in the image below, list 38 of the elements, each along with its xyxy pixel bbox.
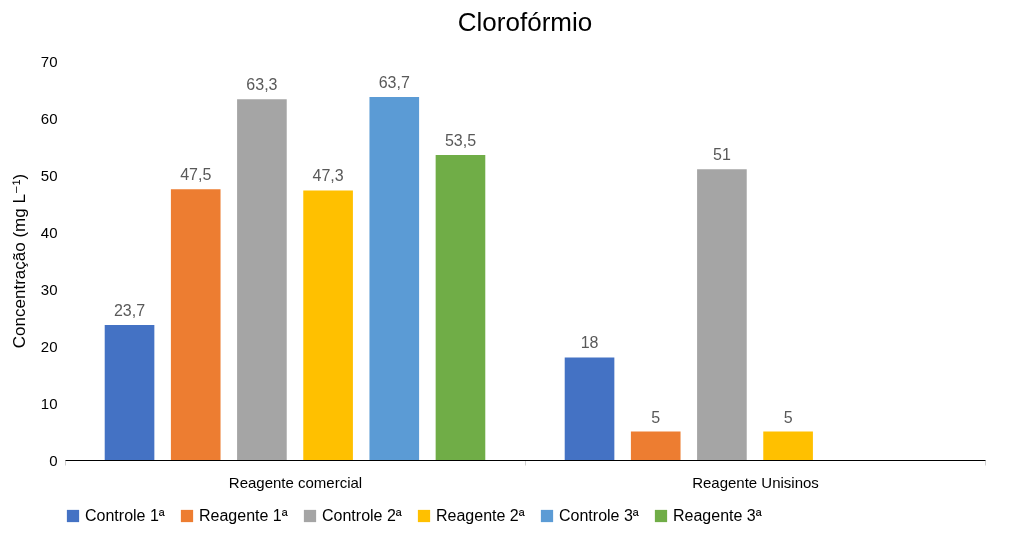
bar: [630, 431, 681, 460]
data-label: 63,7: [378, 73, 410, 91]
y-tick-label: 60: [40, 109, 58, 127]
data-label: 63,3: [246, 76, 278, 94]
data-label: 51: [713, 146, 731, 164]
data-label: 5: [783, 408, 793, 426]
data-label: 23,7: [113, 301, 146, 319]
legend-label: Reagente 2ª: [436, 507, 525, 524]
y-axis-title: Concentração (mg L⁻¹): [9, 173, 29, 349]
chart-title: Clorofórmio: [457, 7, 593, 37]
bar: [763, 431, 813, 460]
bar: [237, 99, 287, 460]
data-label: 47,3: [312, 167, 344, 185]
y-tick-label: 30: [40, 280, 58, 298]
legend-label: Controle 3ª: [559, 507, 639, 524]
data-label: 47,5: [180, 166, 212, 184]
bar: [564, 357, 615, 460]
y-tick-label: 10: [40, 394, 58, 412]
x-tick-label: Reagente comercial: [228, 473, 363, 491]
y-tick-label: 70: [40, 52, 58, 70]
data-label: 5: [651, 408, 661, 426]
legend-label: Reagente 1ª: [199, 507, 288, 524]
bar: [435, 155, 486, 460]
bar: [104, 324, 155, 460]
data-label: 18: [580, 334, 599, 352]
bar: [170, 189, 221, 460]
x-tick-label: Reagente Unisinos: [692, 473, 819, 491]
bar: [303, 190, 353, 460]
bar: [369, 96, 420, 460]
bar: [697, 169, 747, 460]
data-label: 53,5: [444, 132, 477, 150]
legend-label: Controle 1ª: [85, 507, 165, 524]
y-tick-label: 20: [40, 337, 58, 355]
y-tick-label: 50: [40, 166, 58, 184]
y-tick-label: 0: [49, 451, 58, 469]
y-tick-label: 40: [40, 223, 58, 241]
legend-label: Controle 2ª: [322, 507, 402, 524]
legend-label: Reagente 3ª: [673, 507, 762, 524]
